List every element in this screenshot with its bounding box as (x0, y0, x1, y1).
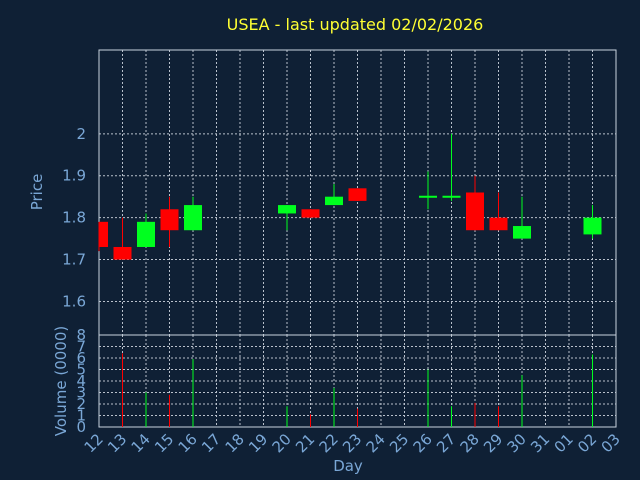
candle-body (466, 192, 484, 231)
price-tick-label: 2 (76, 125, 86, 143)
x-tick-label: 19 (245, 430, 271, 456)
x-tick-label: 13 (104, 430, 130, 456)
candle-body (137, 221, 155, 247)
price-tick-label: 1.8 (62, 209, 86, 227)
x-tick-labels: 1213141516171819202122232425262728293031… (81, 430, 624, 456)
candle-body (301, 209, 320, 218)
x-tick-label: 03 (598, 430, 624, 456)
x-tick-label: 14 (128, 430, 154, 456)
x-tick-label: 16 (175, 430, 201, 456)
x-tick-label: 21 (292, 430, 318, 456)
candle-body (583, 217, 602, 235)
price-tick-labels: 1.6 1.7 1.8 1.9 2 (62, 125, 86, 311)
chart-title: USEA - last updated 02/02/2026 (227, 15, 484, 34)
volume-tick-label: 0 (76, 418, 86, 436)
x-tick-label: 30 (504, 430, 530, 456)
x-tick-label: 18 (222, 430, 248, 456)
candle-body (113, 246, 132, 260)
candles (98, 133, 602, 260)
candle-body (513, 226, 531, 239)
price-axis-label: Price (28, 174, 46, 211)
volume-tick-label: 8 (76, 326, 86, 344)
price-tick-label: 1.9 (62, 167, 86, 185)
x-tick-label: 17 (198, 430, 224, 456)
candle-body (160, 209, 179, 231)
x-tick-label: 24 (363, 430, 389, 456)
volume-axis-label: Volume (0000) (52, 326, 70, 436)
volume-tick-label: 5 (76, 361, 86, 379)
x-tick-label: 28 (457, 430, 483, 456)
price-tick-label: 1.7 (62, 251, 86, 269)
x-tick-label: 01 (551, 430, 577, 456)
volume-tick-label: 2 (76, 395, 86, 413)
x-tick-label: 26 (410, 430, 436, 456)
x-tick-label: 02 (574, 430, 600, 456)
volume-tick-label: 3 (76, 384, 86, 402)
x-tick-label: 15 (151, 430, 177, 456)
price-tick-label: 1.6 (62, 292, 86, 310)
x-tick-label: 27 (433, 430, 459, 456)
candle-body (325, 196, 343, 206)
volume-tick-label: 6 (76, 349, 86, 367)
price-gridlines (99, 50, 616, 335)
candle-body (348, 188, 367, 201)
volume-bars (122, 353, 593, 427)
volume-tick-label: 7 (76, 338, 86, 356)
x-tick-label: 25 (386, 430, 412, 456)
x-tick-label: 29 (480, 430, 506, 456)
volume-tick-label: 4 (76, 372, 86, 390)
candle-body (184, 205, 202, 231)
x-tick-label: 20 (269, 430, 295, 456)
x-tick-label: 23 (339, 430, 365, 456)
volume-tick-label: 1 (76, 407, 86, 425)
x-tick-label: 22 (316, 430, 342, 456)
candle-body (489, 217, 508, 231)
x-tick-label: 31 (527, 430, 553, 456)
x-axis-label: Day (333, 457, 363, 475)
candle-body (99, 221, 108, 247)
candle-body (278, 205, 296, 214)
